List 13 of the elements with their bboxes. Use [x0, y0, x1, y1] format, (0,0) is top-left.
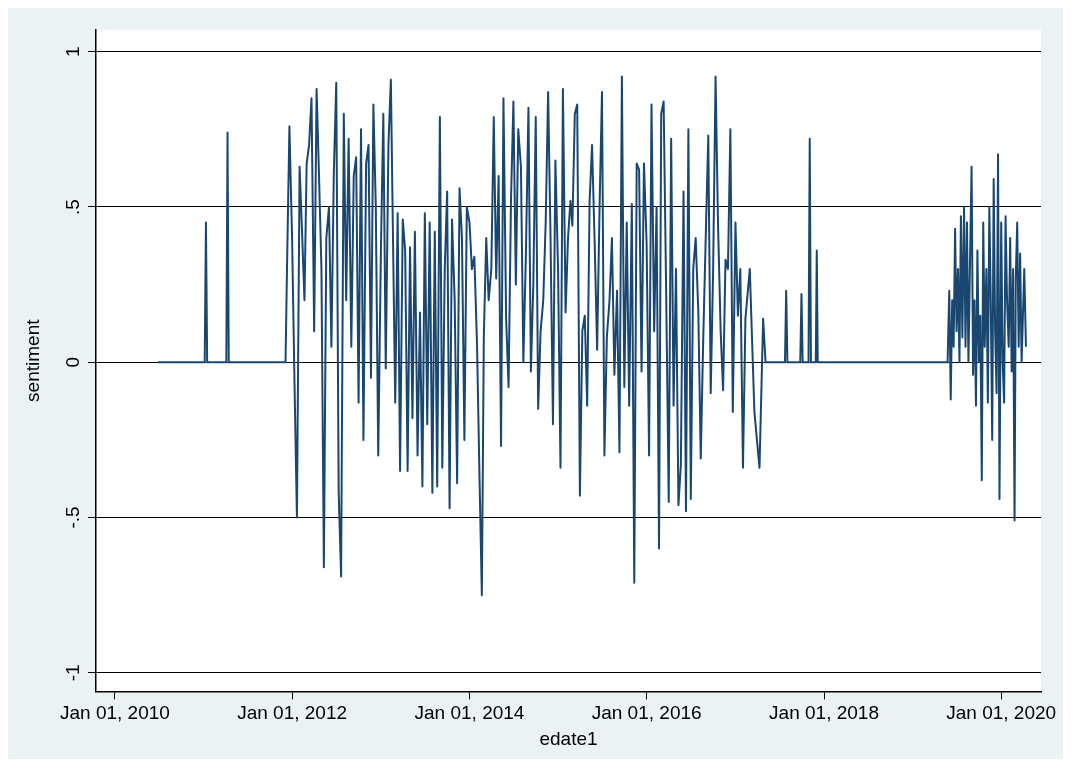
- x-tick-label: Jan 01, 2020: [946, 702, 1057, 724]
- x-axis-title: edate1: [539, 727, 598, 749]
- x-tick-label: Jan 01, 2016: [591, 702, 702, 724]
- x-tick-label: Jan 01, 2014: [414, 702, 525, 724]
- x-tick-label: Jan 01, 2010: [59, 702, 170, 724]
- x-tick-label: Jan 01, 2012: [237, 702, 348, 724]
- y-axis-title: sentiment: [21, 318, 43, 402]
- x-tick-label: Jan 01, 2018: [769, 702, 879, 724]
- y-tick-label: -1: [62, 664, 84, 682]
- y-tick-label: 1: [62, 46, 84, 58]
- y-tick-label: .5: [62, 199, 84, 215]
- y-tick-label: -.5: [62, 506, 84, 529]
- y-tick-label: 0: [62, 356, 84, 368]
